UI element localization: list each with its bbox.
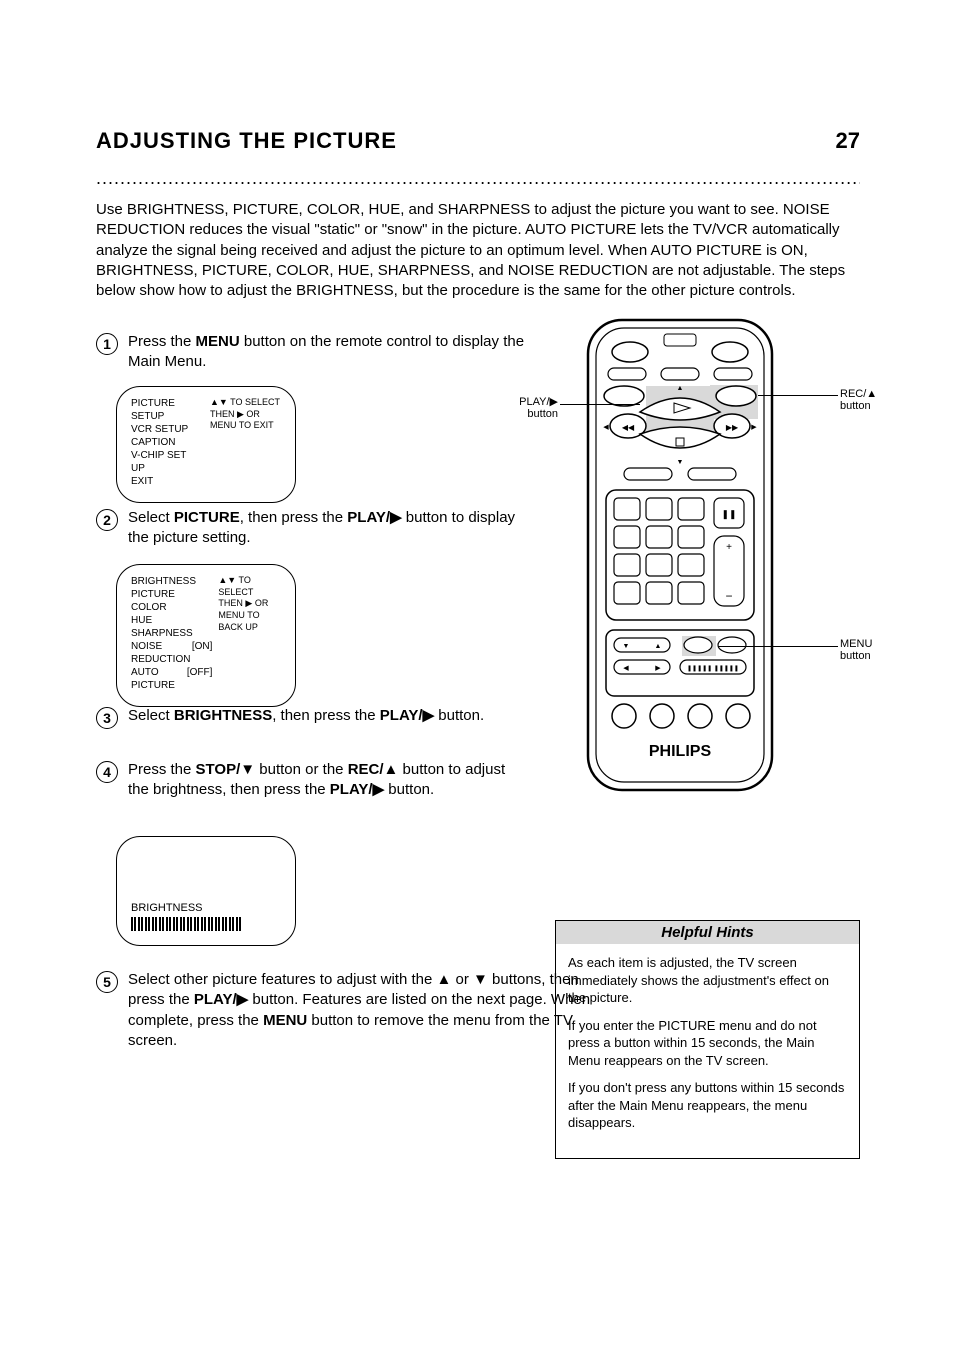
step-text: Select PICTURE, then press the PLAY/▶ bu… [128,508,526,549]
tips-p3: If you don't press any buttons within 15… [568,1079,847,1132]
svg-text:▼: ▼ [623,643,630,650]
callout-rec: REC/▲ button [840,388,877,412]
intro-paragraph: Use BRIGHTNESS, PICTURE, COLOR, HUE, and… [96,200,860,301]
step-3: 3 Select BRIGHTNESS, then press the PLAY… [96,706,526,729]
step-1: 1 Press the MENU button on the remote co… [96,332,526,373]
tv-screen-1: PICTURE SETUP VCR SETUP CAPTION V-CHIP S… [96,386,526,503]
helpful-hints-box: Helpful Hints As each item is adjusted, … [555,920,860,1159]
svg-text:▶▶: ▶▶ [726,423,739,432]
remote-illustration: ◀◀ ▶▶ ▲ ▼ ◀ ▶ ❚❚ + − [580,316,840,801]
callout-line [718,646,838,647]
step-number: 1 [96,333,118,355]
step-text: Select other picture features to adjust … [128,970,596,1051]
svg-text:◀◀: ◀◀ [622,423,635,432]
tips-p1: As each item is adjusted, the TV screen … [568,954,847,1007]
step-number: 5 [96,971,118,993]
callout-menu: MENU button [840,638,872,662]
callout-play: PLAY/▶ button [510,396,558,420]
step-number: 2 [96,509,118,531]
svg-text:+: + [726,542,732,553]
callout-line [758,395,838,396]
brand-label: PHILIPS [649,743,712,760]
step-4: 4 Press the STOP/▼ button or the REC/▲ b… [96,760,526,801]
step-text: Select BRIGHTNESS, then press the PLAY/▶… [128,706,526,729]
step-2: 2 Select PICTURE, then press the PLAY/▶ … [96,508,526,549]
tips-header: Helpful Hints [556,921,859,944]
step-number: 4 [96,761,118,783]
svg-text:▶: ▶ [655,665,661,672]
step-text: Press the MENU button on the remote cont… [128,332,526,373]
tips-p2: If you enter the PICTURE menu and do not… [568,1017,847,1070]
svg-text:−: − [725,589,732,603]
svg-text:▲: ▲ [677,385,684,392]
dotted-rule: ........................................… [96,168,860,189]
svg-text:❚❚❚❚❚ ❚❚❚❚❚: ❚❚❚❚❚ ❚❚❚❚❚ [687,665,739,672]
svg-text:❚❚: ❚❚ [721,509,736,520]
svg-text:▼: ▼ [677,459,684,466]
svg-text:◀: ◀ [603,424,609,431]
page-number: 27 [836,128,860,154]
page-header: ADJUSTING THE PICTURE 27 [96,128,860,154]
step-5: 5 Select other picture features to adjus… [96,970,596,1051]
svg-text:▲: ▲ [655,643,662,650]
svg-text:▶: ▶ [751,424,757,431]
tv-screen-2: BRIGHTNESS PICTURE COLOR HUE SHARPNESS N… [96,564,526,707]
tv-screen-3: BRIGHTNESS [96,836,526,946]
callout-line [560,404,640,405]
brightness-bar [131,917,241,931]
page-title: ADJUSTING THE PICTURE [96,128,397,154]
step-number: 3 [96,707,118,729]
remote-svg: ◀◀ ▶▶ ▲ ▼ ◀ ▶ ❚❚ + − [580,316,780,796]
step-text: Press the STOP/▼ button or the REC/▲ but… [128,760,526,801]
svg-text:◀: ◀ [623,665,629,672]
